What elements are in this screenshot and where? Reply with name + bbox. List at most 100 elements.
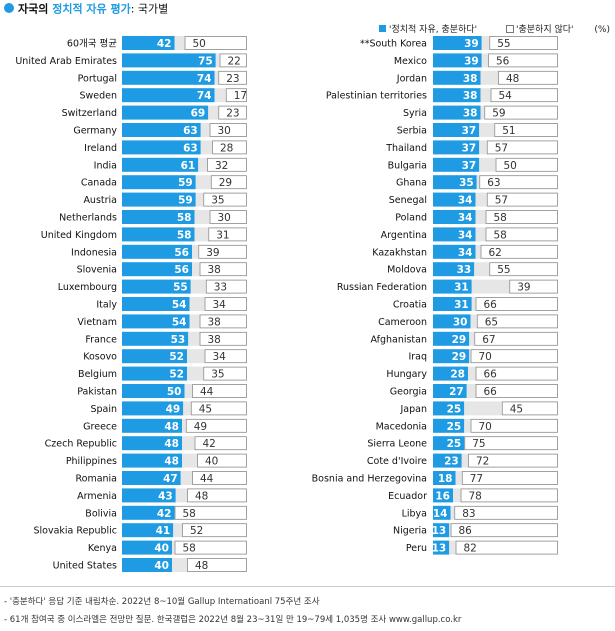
value-label-sufficient: 55 [173,282,188,294]
bar-gap [175,488,187,503]
bar-gap [471,279,510,294]
left-panel: 60개국 평균 42 50 United Arab Emirates 75 22 Portu… [15,36,247,572]
bar-sufficient [433,88,481,103]
country-label: Greece [83,421,117,432]
bar-insufficient [184,36,247,50]
bar-insufficient [225,88,247,103]
bar-sufficient [433,314,471,329]
country-label: Thailand [385,143,427,154]
value-label-sufficient: 34 [458,212,473,224]
footnote-1: - '충분하다' 응답 기준 내림차순. 2022년 8~10월 Gallup … [4,596,320,607]
value-label-insufficient: 52 [190,525,203,537]
value-label-sufficient: 30 [453,316,468,328]
value-label-sufficient: 48 [164,421,179,433]
bar-sufficient [122,262,192,277]
value-label-sufficient: 54 [172,316,187,328]
bar-insufficient [198,244,247,259]
bar-gap [192,262,200,277]
country-label: Slovenia [77,265,117,276]
value-label-sufficient: 43 [158,490,173,502]
bar-insufficient [509,279,558,294]
bar-sufficient [122,384,185,398]
country-label: Russian Federation [337,282,427,293]
bar-insufficient [218,70,247,85]
bar-gap [200,123,210,137]
bar-sufficient [433,53,482,68]
country-label: Ghana [396,178,427,189]
bar-gap [461,453,468,468]
value-label-sufficient: 48 [164,456,179,468]
value-label-insufficient: 45 [510,403,523,415]
value-label-insufficient: 54 [499,90,513,102]
value-label-insufficient: 57 [495,142,508,154]
bar-insufficient [174,540,247,555]
value-label-insufficient: 82 [464,543,477,555]
bar-gap [190,279,206,294]
bar-sufficient [433,401,465,416]
value-label-sufficient: 29 [452,334,467,346]
bar-insufficient [485,210,558,224]
country-label: Kenya [88,543,117,554]
bar-sufficient [433,418,465,433]
value-label-sufficient: 39 [464,55,479,67]
country-label: United Arab Emirates [15,56,117,67]
bar-gap [187,366,204,381]
bar-sufficient [122,70,215,85]
bar-insufficient [475,384,558,398]
bar-insufficient [486,140,558,155]
value-label-insufficient: 30 [218,212,231,224]
value-label-insufficient: 17 [234,90,247,102]
value-label-sufficient: 35 [459,177,474,189]
country-label: Cameroon [378,317,427,328]
value-label-insufficient: 56 [496,55,510,67]
bar-sufficient [122,401,184,416]
value-label-sufficient: 52 [169,369,184,381]
value-label-sufficient: 59 [178,195,193,207]
bar-insufficient [455,540,558,555]
bar-insufficient [479,175,558,190]
bar-gap [183,401,191,416]
bar-insufficient [199,331,247,346]
bar-sufficient [122,453,182,468]
bar-gap [480,105,485,120]
bar-gap [187,349,205,364]
bar-gap [195,192,204,207]
value-label-sufficient: 59 [178,177,193,189]
country-label: Bolivia [85,508,117,519]
bar-gap [464,401,502,416]
country-label: Serbia [397,126,427,137]
value-label-sufficient: 31 [454,282,469,294]
country-label: Germany [73,126,117,137]
bar-sufficient [122,157,199,172]
value-label-insufficient: 65 [485,316,498,328]
value-label-sufficient: 37 [462,125,477,137]
value-label-sufficient: 27 [449,386,464,398]
value-label-insufficient: 48 [195,490,208,502]
bar-sufficient [122,558,172,572]
legend-swatch-no [506,25,514,33]
value-label-sufficient: 53 [171,334,186,346]
value-label-sufficient: 16 [435,490,450,502]
bar-sufficient [433,227,476,242]
bar-sufficient [122,175,196,190]
bar-insufficient [470,349,558,364]
value-label-insufficient: 35 [211,195,224,207]
bar-sufficient [122,331,189,346]
bar-sufficient [122,488,176,503]
country-label: United States [53,561,117,572]
value-label-insufficient: 39 [206,247,219,259]
bar-sufficient [122,349,187,364]
bar-insufficient [199,314,247,329]
value-label-sufficient: 37 [462,142,477,154]
bar-insufficient [468,453,558,468]
country-label: Luxembourg [58,282,117,293]
value-label-sufficient: 56 [174,264,189,276]
bar-gap [481,53,488,68]
bar-sufficient [122,505,175,520]
value-label-sufficient: 34 [458,195,473,207]
bar-sufficient [433,70,481,85]
country-label: Switzerland [62,108,117,119]
value-label-sufficient: 13 [432,525,447,537]
bar-insufficient [203,192,247,207]
